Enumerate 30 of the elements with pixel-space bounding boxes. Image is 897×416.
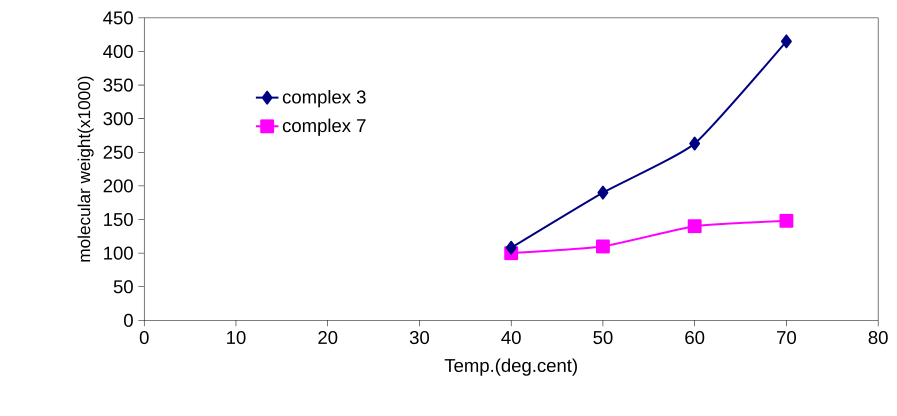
point — [596, 240, 610, 254]
y-tick-label: 150 — [104, 213, 133, 226]
y-tick-label: 250 — [104, 146, 133, 160]
x-tick-label: 80 — [868, 331, 888, 344]
x-tick-label: 50 — [593, 331, 613, 344]
y-tick-label: 200 — [104, 180, 133, 193]
point — [689, 136, 700, 151]
y-tick-label: 0 — [124, 314, 133, 328]
point — [779, 214, 794, 228]
y-tick-label: 50 — [114, 280, 133, 294]
x-tick-label: 70 — [777, 331, 796, 344]
y-axis-title: molecular weight(x1000) — [78, 76, 94, 262]
point — [780, 34, 792, 49]
x-tick-label: 30 — [410, 331, 430, 344]
x-axis-title: Temp.(deg.cent) — [444, 358, 577, 376]
x-tick-label: 20 — [318, 331, 338, 344]
x-tick-label: 10 — [227, 331, 246, 344]
y-tick-label: 450 — [103, 12, 133, 25]
legend-label: complex 7 — [282, 118, 366, 136]
x-tick-label: 60 — [685, 331, 704, 344]
x-tick-label: 0 — [140, 331, 149, 344]
x-tick-label: 40 — [501, 331, 521, 344]
point — [597, 186, 608, 200]
y-tick-label: 400 — [103, 45, 133, 58]
y-tick-label: 300 — [103, 112, 133, 126]
point — [506, 241, 517, 255]
y-tick-label: 100 — [104, 246, 133, 260]
point — [688, 220, 702, 234]
y-tick-label: 350 — [103, 78, 133, 92]
legend-label: complex 3 — [282, 90, 366, 108]
